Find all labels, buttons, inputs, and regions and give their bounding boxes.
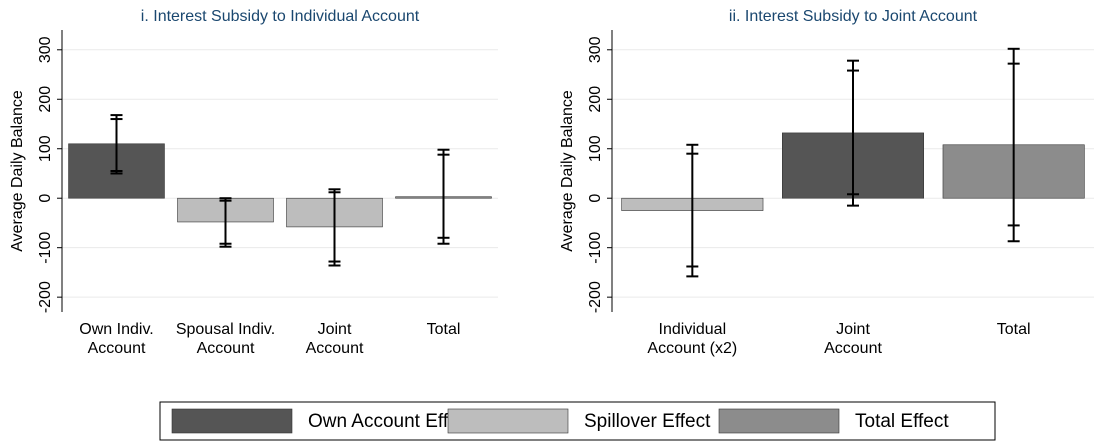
y-tick-label: -100 [587, 232, 604, 264]
y-tick-label: 200 [37, 86, 54, 113]
x-tick-label: Joint [318, 321, 352, 338]
y-tick-label: 100 [587, 135, 604, 162]
x-tick-label: Total [997, 321, 1031, 338]
x-tick-label: Joint [836, 321, 870, 338]
x-tick-label: Total [427, 321, 461, 338]
x-tick-label: Account [306, 340, 364, 357]
y-tick-label: -100 [37, 232, 54, 264]
y-tick-label: -200 [37, 281, 54, 313]
x-tick-label: Spousal Indiv. [176, 321, 275, 338]
legend-swatch [447, 408, 569, 434]
legend-swatch [718, 408, 840, 434]
y-tick-label: -200 [587, 281, 604, 313]
legend-box [159, 401, 996, 441]
x-tick-label: Account (x2) [647, 340, 737, 357]
legend-swatch [171, 408, 293, 434]
x-tick-label: Account [824, 340, 882, 357]
x-tick-label: Account [88, 340, 146, 357]
legend-label: Own Account Effect [308, 411, 474, 432]
panel-title: ii. Interest Subsidy to Joint Account [729, 8, 978, 25]
legend: Own Account Effect Spillover Effect Total … [159, 401, 996, 441]
y-tick-label: 300 [587, 36, 604, 63]
legend-label: Total Effect [855, 411, 949, 432]
x-tick-label: Account [197, 340, 255, 357]
y-tick-label: 0 [37, 194, 54, 203]
y-tick-label: 100 [37, 135, 54, 162]
y-tick-label: 0 [587, 194, 604, 203]
y-tick-label: 200 [587, 86, 604, 113]
x-tick-label: Individual [659, 321, 727, 338]
legend-label: Spillover Effect [584, 411, 711, 432]
x-tick-label: Own Indiv. [79, 321, 153, 338]
panel-title: i. Interest Subsidy to Individual Accoun… [141, 8, 420, 25]
y-axis-label: Average Daily Balance [559, 90, 576, 252]
y-axis-label: Average Daily Balance [9, 90, 26, 252]
y-tick-label: 300 [37, 36, 54, 63]
